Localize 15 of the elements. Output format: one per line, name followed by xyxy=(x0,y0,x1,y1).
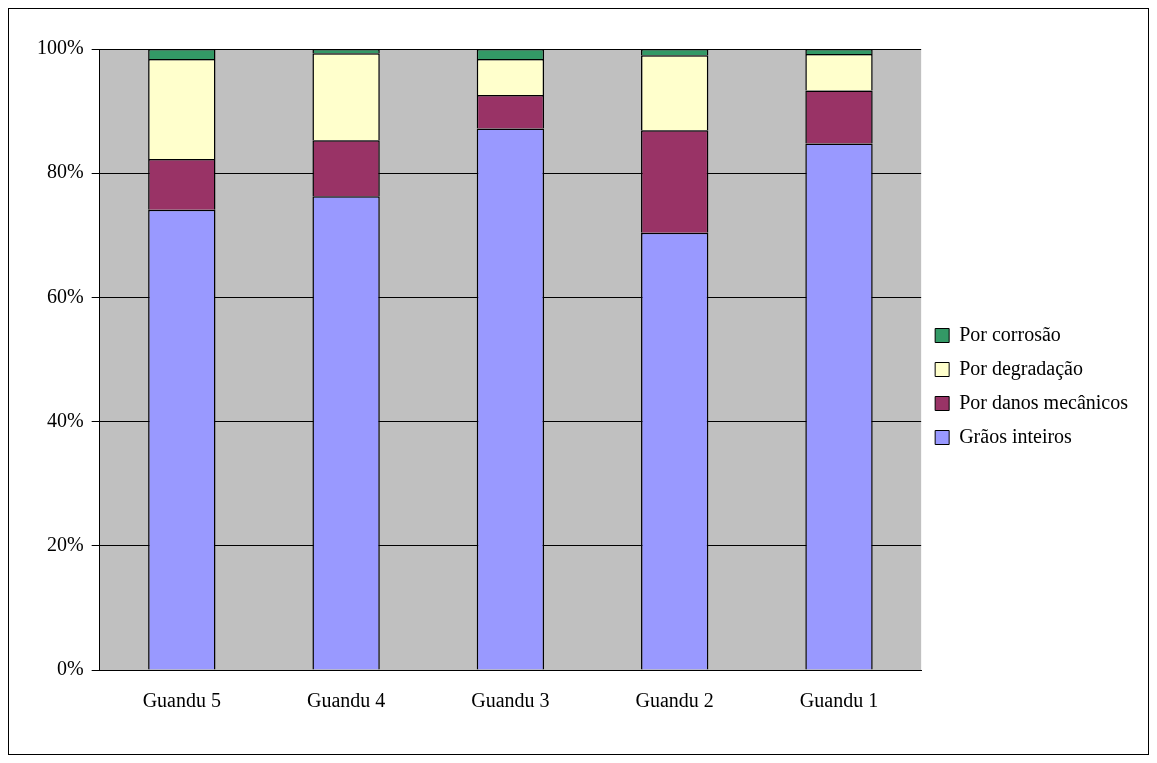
x-tick-label: Guandu 1 xyxy=(799,689,879,712)
y-tick-label: 20% xyxy=(46,533,84,556)
x-tick-label: Guandu 4 xyxy=(306,689,386,712)
x-tick-label: Guandu 3 xyxy=(471,689,550,712)
legend-label: Grãos inteiros xyxy=(959,424,1073,447)
y-tick-label: 80% xyxy=(46,160,84,183)
y-tick-label: 40% xyxy=(46,408,84,431)
y-tick-label: 60% xyxy=(46,284,84,307)
legend-label: Por corrosão xyxy=(959,322,1061,345)
x-tick-label: Guandu 5 xyxy=(142,689,221,712)
x-tick-label: Guandu 2 xyxy=(635,689,714,712)
y-tick-label: 100% xyxy=(36,36,84,59)
legend-label: Por degradação xyxy=(959,356,1083,380)
legend-label: Por danos mecânicos xyxy=(959,390,1129,413)
y-tick-label: 0% xyxy=(56,657,84,680)
